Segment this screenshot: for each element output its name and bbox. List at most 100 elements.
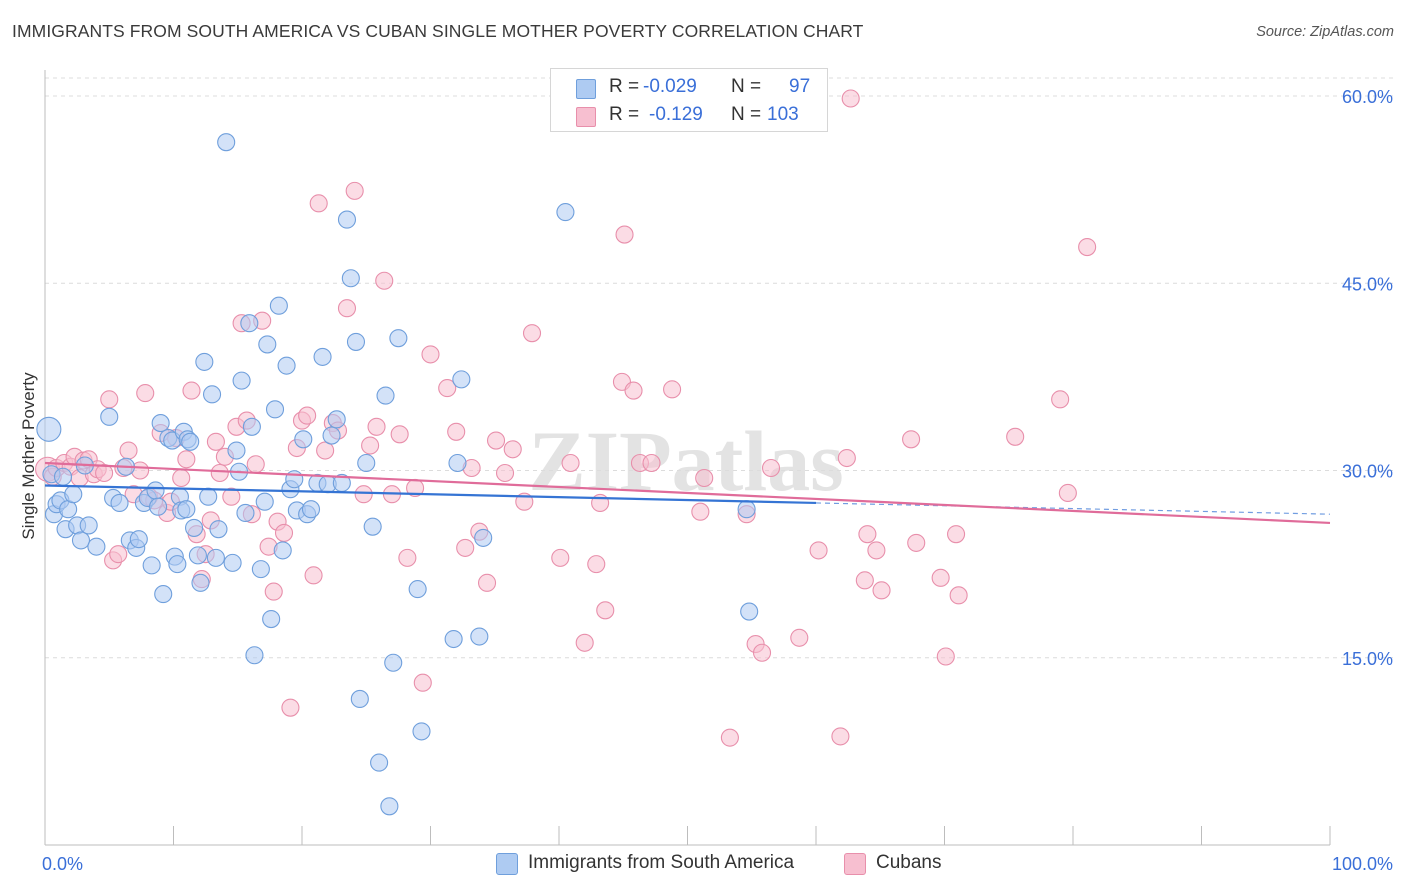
n-label: N = xyxy=(731,104,762,125)
blue-point xyxy=(154,585,173,604)
blue-point xyxy=(181,432,200,451)
blue-point xyxy=(227,441,246,460)
n-value: 103 xyxy=(767,104,799,125)
pink-point xyxy=(837,448,856,468)
pink-point xyxy=(691,502,710,521)
blue-point xyxy=(341,269,360,288)
blue-point xyxy=(556,203,575,222)
series-immigrants-south-america xyxy=(36,133,759,816)
pink-point xyxy=(375,271,394,290)
blue-point xyxy=(357,453,376,473)
pink-point xyxy=(456,538,475,557)
chart-title: IMMIGRANTS FROM SOUTH AMERICA VS CUBAN S… xyxy=(12,21,864,41)
pink-point xyxy=(438,379,457,398)
pink-point xyxy=(902,430,921,449)
pink-point xyxy=(304,566,323,585)
n-value: 97 xyxy=(789,76,811,97)
x-tick-label: 100.0% xyxy=(1332,854,1393,874)
blue-point xyxy=(203,385,222,404)
pink-point xyxy=(119,441,138,460)
blue-point xyxy=(242,417,261,436)
pink-point xyxy=(367,417,386,436)
pink-point xyxy=(495,463,515,483)
pink-point xyxy=(413,673,432,692)
blue-point xyxy=(129,530,148,549)
pink-point xyxy=(867,541,886,560)
pink-point xyxy=(182,381,201,400)
blue-point xyxy=(376,386,395,405)
pink-point xyxy=(947,525,966,544)
blue-point xyxy=(236,503,255,522)
pink-point xyxy=(561,453,580,473)
pink-point xyxy=(695,468,714,488)
pink-point xyxy=(642,453,661,473)
pink-point xyxy=(206,432,225,451)
pink-point xyxy=(949,586,968,605)
pink-point xyxy=(615,225,634,244)
pink-point xyxy=(522,324,542,343)
source-label: Source: ZipAtlas.com xyxy=(1256,24,1394,40)
blue-point xyxy=(322,426,341,445)
blue-point xyxy=(363,517,382,536)
blue-point xyxy=(380,797,399,816)
blue-point xyxy=(142,556,161,575)
blue-point xyxy=(346,332,366,351)
blue-point xyxy=(59,500,78,519)
blue-point xyxy=(273,541,292,560)
pink-point xyxy=(264,582,283,601)
blue-point xyxy=(313,347,332,366)
blue-point xyxy=(206,548,225,567)
pink-point xyxy=(298,406,317,425)
pink-swatch-icon xyxy=(844,853,866,875)
pink-point xyxy=(503,440,522,459)
pink-point xyxy=(575,633,594,652)
blue-point xyxy=(737,500,756,519)
pink-point xyxy=(551,548,570,567)
blue-point xyxy=(258,335,277,354)
pink-point xyxy=(720,728,739,747)
pink-point xyxy=(398,548,417,567)
pink-point xyxy=(246,455,265,474)
pink-point xyxy=(790,628,809,647)
pink-point xyxy=(1006,427,1025,446)
pink-point xyxy=(596,601,615,620)
blue-point xyxy=(149,497,168,516)
blue-point xyxy=(470,627,489,646)
grid-lines xyxy=(45,77,1394,659)
blue-point xyxy=(262,610,281,629)
pink-point xyxy=(855,571,874,590)
blue-point xyxy=(384,653,403,672)
pink-point xyxy=(177,450,196,469)
pink-point xyxy=(109,545,128,564)
pink-point xyxy=(1051,390,1070,409)
blue-swatch-icon xyxy=(496,853,518,875)
r-label: R = xyxy=(609,104,640,125)
pink-point xyxy=(136,384,155,403)
pink-point xyxy=(841,89,860,108)
blue-point xyxy=(71,531,91,550)
legend-label: Immigrants from South America xyxy=(528,852,795,873)
blue-point xyxy=(100,407,119,426)
blue-point xyxy=(223,553,242,572)
pink-point xyxy=(281,698,300,717)
blue-point xyxy=(370,753,389,772)
pink-point xyxy=(447,422,466,441)
trend-lines xyxy=(44,461,1331,525)
tick-labels: 15.0% 30.0% 45.0% 60.0% 0.0% 100.0% xyxy=(42,87,1393,874)
blue-swatch-icon xyxy=(576,79,596,99)
blue-trend-extension xyxy=(815,502,1331,515)
r-label: R = xyxy=(609,76,640,97)
pink-trend-line xyxy=(44,461,1331,525)
blue-point xyxy=(240,314,259,333)
pink-point xyxy=(354,485,373,504)
pink-point xyxy=(390,425,409,444)
y-tick-label: 45.0% xyxy=(1342,274,1393,294)
blue-point xyxy=(191,573,210,592)
pink-point xyxy=(1078,237,1097,257)
blue-point xyxy=(110,493,129,513)
blue-point xyxy=(265,400,285,419)
stats-row-pink: R = -0.129 N = 103 xyxy=(551,100,827,130)
blue-point xyxy=(232,371,251,390)
x-tick-label: 0.0% xyxy=(42,854,83,874)
stats-row-blue: R = -0.029 N = 97 xyxy=(551,72,827,102)
